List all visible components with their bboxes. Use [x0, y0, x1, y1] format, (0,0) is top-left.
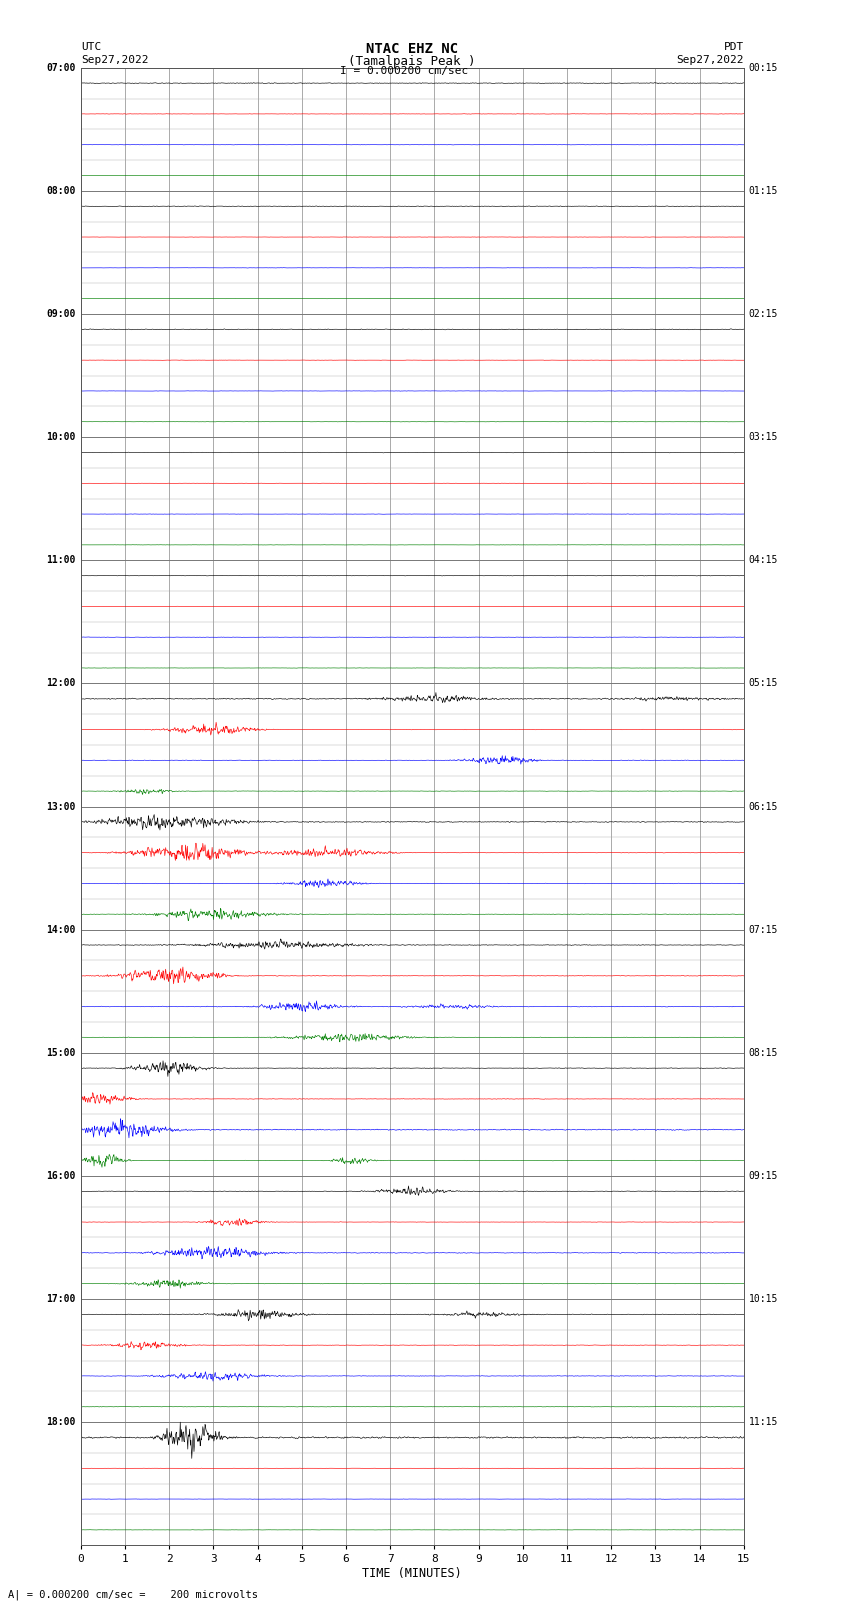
- Text: 18:00: 18:00: [46, 1418, 76, 1428]
- Text: 07:15: 07:15: [749, 924, 779, 934]
- Text: 11:15: 11:15: [749, 1418, 779, 1428]
- Text: NTAC EHZ NC: NTAC EHZ NC: [366, 42, 458, 56]
- Text: (Tamalpais Peak ): (Tamalpais Peak ): [348, 55, 476, 68]
- Text: 15:00: 15:00: [46, 1048, 76, 1058]
- Text: Sep27,2022: Sep27,2022: [677, 55, 744, 65]
- Text: 05:15: 05:15: [749, 679, 779, 689]
- Text: 10:15: 10:15: [749, 1294, 779, 1303]
- Text: 06:15: 06:15: [749, 802, 779, 811]
- Text: 01:15: 01:15: [749, 185, 779, 195]
- Text: 07:00: 07:00: [46, 63, 76, 73]
- Text: 02:15: 02:15: [749, 310, 779, 319]
- Text: 00:15: 00:15: [749, 63, 779, 73]
- Text: A| = 0.000200 cm/sec =    200 microvolts: A| = 0.000200 cm/sec = 200 microvolts: [8, 1589, 258, 1600]
- Text: 03:15: 03:15: [749, 432, 779, 442]
- Text: 08:00: 08:00: [46, 185, 76, 195]
- Text: 14:00: 14:00: [46, 924, 76, 934]
- Text: UTC: UTC: [81, 42, 101, 52]
- Text: 17:00: 17:00: [46, 1294, 76, 1303]
- Text: PDT: PDT: [723, 42, 744, 52]
- Text: Sep27,2022: Sep27,2022: [81, 55, 148, 65]
- Text: 12:00: 12:00: [46, 679, 76, 689]
- Text: 09:15: 09:15: [749, 1171, 779, 1181]
- Text: 08:15: 08:15: [749, 1048, 779, 1058]
- Text: I = 0.000200 cm/sec: I = 0.000200 cm/sec: [340, 66, 468, 76]
- Text: 09:00: 09:00: [46, 310, 76, 319]
- Text: 13:00: 13:00: [46, 802, 76, 811]
- X-axis label: TIME (MINUTES): TIME (MINUTES): [362, 1568, 462, 1581]
- Text: 10:00: 10:00: [46, 432, 76, 442]
- Text: 04:15: 04:15: [749, 555, 779, 565]
- Text: 11:00: 11:00: [46, 555, 76, 565]
- Text: 16:00: 16:00: [46, 1171, 76, 1181]
